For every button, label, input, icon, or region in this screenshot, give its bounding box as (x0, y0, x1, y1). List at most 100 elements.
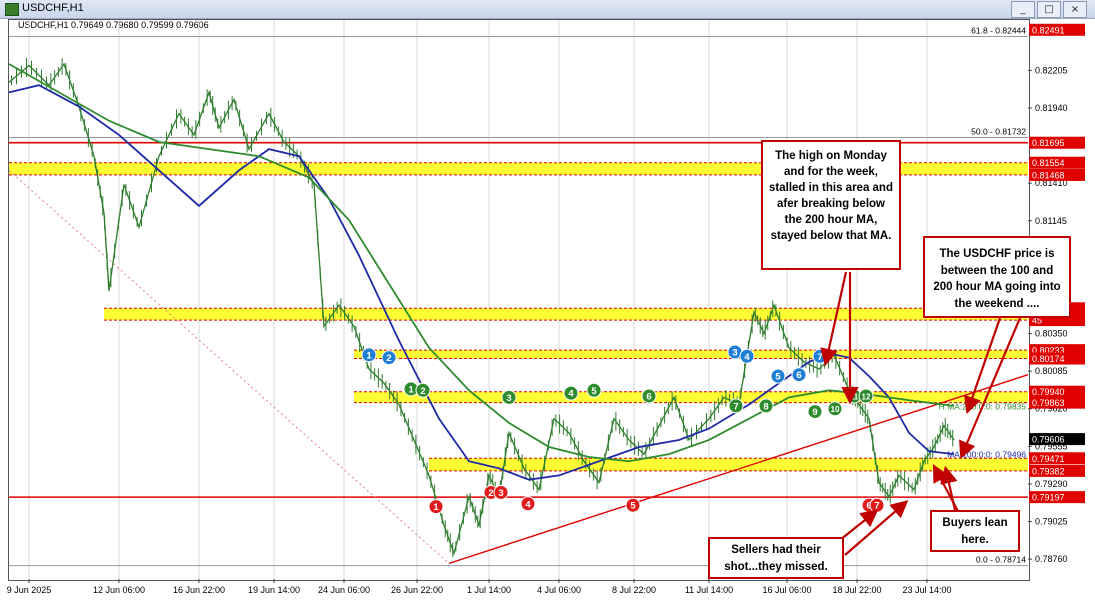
x-tick-label: 26 Jun 22:00 (391, 585, 443, 595)
touch-marker (770, 368, 786, 384)
touch-marker (827, 401, 843, 417)
touch-marker-label: 4 (568, 389, 574, 400)
minimize-button[interactable]: _ (1011, 1, 1035, 18)
price-tag-label: 0.79863 (1032, 398, 1065, 408)
price-tag (1029, 464, 1085, 477)
price-tag-label: 0.81468 (1032, 170, 1065, 180)
callout-arrow (839, 509, 879, 541)
price-tag (1029, 491, 1085, 504)
yellow-zone (354, 350, 1028, 359)
touch-marker (493, 484, 509, 500)
x-tick-label: 11 Jul 14:00 (685, 585, 733, 595)
callout-weekly-high: The high on Monday and for the week, sta… (761, 140, 901, 270)
touch-marker (728, 398, 744, 414)
price-tag (1029, 452, 1085, 465)
touch-marker-label: 8 (763, 401, 768, 412)
touch-marker (791, 367, 807, 383)
y-tick-label: 0.78760 (1035, 554, 1068, 564)
price-tag-label: 0.81554 (1032, 158, 1065, 168)
price-tag (1029, 156, 1085, 169)
window-titlebar: USDCHF,H1 _ □ × (0, 0, 1095, 19)
price-tag-label: 0.80233 (1032, 346, 1065, 356)
x-tick-label: 1 Jul 14:00 (467, 585, 511, 595)
x-tick-label: 8 Jul 22:00 (612, 585, 656, 595)
touch-marker-label: 3 (732, 347, 737, 358)
yellow-zone (354, 391, 1028, 403)
touch-marker (361, 347, 377, 363)
y-tick-label: 0.80350 (1035, 329, 1068, 339)
y-tick-label: 0.80085 (1035, 366, 1068, 376)
touch-marker (501, 389, 517, 405)
touch-marker (563, 385, 579, 401)
maximize-button[interactable]: □ (1037, 1, 1061, 18)
price-tag-label: 0.79940 (1032, 387, 1065, 397)
touch-marker-label: 7 (874, 501, 879, 512)
ohlc-readout: USDCHF,H1 0.79649 0.79680 0.79599 0.7960… (18, 20, 209, 30)
price-tag (1029, 136, 1085, 149)
ma200-line (8, 63, 955, 463)
window-title: USDCHF,H1 (22, 2, 84, 14)
price-tag-label: 0.79606 (1032, 435, 1065, 445)
callout-buyers-lean: Buyers lean here. (930, 510, 1020, 552)
callout-arrow (959, 317, 1022, 460)
price-tag (1029, 385, 1085, 398)
touch-marker-label: 5 (630, 501, 636, 512)
x-tick-label: 19 Jun 14:00 (248, 585, 300, 595)
y-tick-label: 0.79555 (1035, 441, 1068, 451)
touch-marker-label: 2 (420, 386, 425, 397)
touch-marker-label: 5 (775, 372, 781, 383)
price-tag-label: 45 (1032, 316, 1042, 326)
touch-marker-label: 1 (366, 350, 372, 361)
touch-marker-label: 12 (862, 392, 871, 401)
y-tick-label: 0.81940 (1035, 103, 1068, 113)
touch-marker (858, 388, 874, 404)
x-tick-label: 16 Jun 22:00 (173, 585, 225, 595)
touch-marker-label: 1 (408, 384, 414, 395)
x-tick-label: 24 Jun 06:00 (318, 585, 370, 595)
close-button[interactable]: × (1063, 1, 1087, 18)
touch-marker-label: 6 (796, 370, 801, 381)
touch-marker-label: 1 (433, 502, 439, 513)
price-tag-label: 0.79197 (1032, 493, 1065, 503)
callout-arrow (932, 464, 961, 516)
y-tick-label: 0.79025 (1035, 517, 1068, 527)
price-tag-label: 0.82491 (1032, 25, 1065, 35)
fib-level-label: 0.0 - 0.78714 (976, 555, 1026, 565)
touch-marker (758, 398, 774, 414)
callout-sellers-missed: Sellers had their shot...they missed. (708, 537, 844, 579)
touch-marker (586, 382, 602, 398)
y-tick-label: 0.82205 (1035, 65, 1068, 75)
touch-marker (428, 499, 444, 515)
falling-guide-line (8, 170, 450, 564)
callout-arrow (964, 317, 1002, 415)
fib-level-label: 61.8 - 0.82444 (971, 25, 1026, 35)
touch-marker (807, 404, 823, 420)
callout-buyers-lean-text: Buyers lean here. (942, 517, 1008, 546)
x-tick-label: 18 Jul 22:00 (832, 585, 881, 595)
x-tick-label: 23 Jul 14:00 (902, 585, 951, 595)
price-tag (1029, 168, 1085, 181)
x-tick-label: 9 Jun 2025 (7, 585, 52, 595)
price-tag-label: 0.79471 (1032, 454, 1065, 464)
price-tag (1029, 23, 1085, 36)
touch-marker-label: 4 (744, 352, 750, 363)
x-tick-label: 16 Jul 06:00 (762, 585, 811, 595)
fib-level-label: 50.0 - 0.81732 (971, 126, 1026, 136)
y-tick-label: 0.79820 (1035, 404, 1068, 414)
y-tick-label: 0.81145 (1035, 216, 1067, 226)
callout-sellers-missed-text: Sellers had their shot...they missed. (724, 544, 828, 573)
touch-marker-label: 4 (525, 499, 531, 510)
price-tag (1029, 352, 1085, 365)
touch-marker (520, 496, 536, 512)
touch-marker (625, 497, 641, 513)
y-tick-label: 0.81410 (1035, 178, 1068, 188)
y-tick-label: 0.79290 (1035, 479, 1068, 489)
touch-marker-label: 11 (850, 392, 859, 401)
touch-marker-label: 7 (817, 352, 822, 363)
chart-window-icon (5, 3, 19, 16)
callout-arrow (844, 500, 909, 556)
touch-marker-label: 3 (498, 488, 503, 499)
touch-marker (739, 348, 755, 364)
price-tag-label: 0.81695 (1032, 138, 1065, 148)
yellow-zone (104, 308, 1028, 321)
